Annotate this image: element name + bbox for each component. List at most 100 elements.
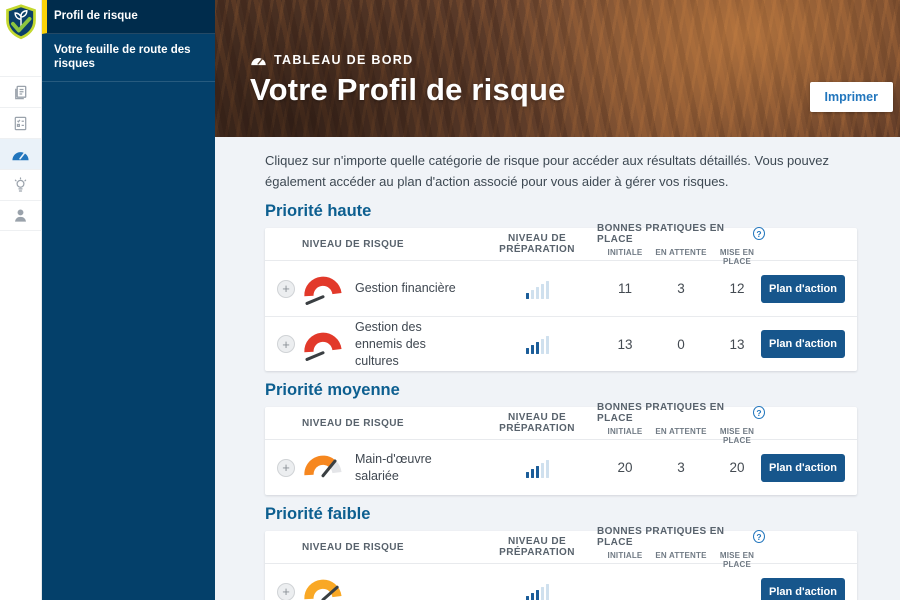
dashboard-gauge-icon [12,151,29,160]
risk-gauge-icon [303,328,355,361]
risk-category-row[interactable]: + Gestion financière 11 3 12 Plan d'acti… [265,261,857,316]
content-area: Cliquez sur n'importe quelle catégorie d… [215,137,900,600]
risk-gauge-icon [303,272,355,306]
practices-subheader: EN ATTENTE [655,426,707,436]
preparation-bars-icon [525,279,549,299]
table-header-row: NIVEAU DE RISQUE NIVEAU DE PRÉPARATION B… [265,526,857,569]
hero-eyebrow-label: TABLEAU DE BORD [274,53,414,67]
mise-en-place-value: 12 [729,281,745,297]
risk-table-card: NIVEAU DE RISQUE NIVEAU DE PRÉPARATION B… [265,402,857,496]
priority-section: Priorité haute NIVEAU DE RISQUE NIVEAU D… [265,202,857,372]
risk-level-header: NIVEAU DE RISQUE [302,238,404,250]
practices-subheaders: INITIALE EN ATTENTE MISE EN PLACE [597,248,765,266]
sections-container: Priorité haute NIVEAU DE RISQUE NIVEAU D… [265,202,857,600]
shield-logo-icon [5,4,36,40]
initiale-value: 20 [617,460,633,476]
question-circle-icon[interactable]: ? [753,406,765,420]
hero-eyebrow: TABLEAU DE BORD [250,53,566,67]
person-icon [15,209,26,222]
rail-items [0,76,41,231]
sidebar-item[interactable]: Votre feuille de route des risques [42,34,215,82]
risk-category-name[interactable]: Gestion financière [355,281,456,296]
rail-item-profile[interactable] [0,200,41,231]
initiale-value: 11 [617,281,632,297]
practices-header-group: BONNES PRATIQUES EN PLACE ? INITIALE EN A… [597,402,765,445]
table-body: + Main-d'œuvre salariée 20 3 20 Plan d'a… [265,440,857,495]
main-area: TABLEAU DE BORD Votre Profil de risque I… [215,0,900,600]
preparation-bars-icon [525,334,549,355]
initiale-value: 13 [617,336,633,352]
preparation-bars-icon [525,458,549,478]
expand-row-button[interactable]: + [277,335,295,354]
practices-subheader: INITIALE [607,426,643,436]
page-title: Votre Profil de risque [250,72,566,107]
gauge-icon [251,57,266,65]
practices-header-group: BONNES PRATIQUES EN PLACE ? INITIALE EN A… [597,526,765,569]
risk-category-row[interactable]: + Gestion des ennemis des cultures 13 0 … [265,316,857,371]
risk-table-card: NIVEAU DE RISQUE NIVEAU DE PRÉPARATION B… [265,223,857,372]
mise-en-place-value: 20 [729,460,745,476]
app-logo [0,0,41,44]
practices-subheader: MISE EN PLACE [719,426,755,445]
lightbulb-icon [14,176,27,192]
documents-icon [15,85,27,99]
practices-subheader: EN ATTENTE [655,550,707,560]
rail-item-documents[interactable] [0,76,41,107]
icon-rail [0,0,42,600]
risk-category-name[interactable]: Gestion des ennemis des cultures [355,319,426,368]
table-header-row: NIVEAU DE RISQUE NIVEAU DE PRÉPARATION B… [265,223,857,266]
practices-header: BONNES PRATIQUES EN PLACE [597,222,725,245]
hero-banner: TABLEAU DE BORD Votre Profil de risque I… [215,0,900,137]
plan-action-button[interactable]: Plan d'action [760,577,845,600]
risk-category-row[interactable]: + Main-d'œuvre salariée 20 3 20 Plan d'a… [265,440,857,495]
risk-category-row[interactable]: + Plan d'action [265,564,857,600]
risk-table-card: NIVEAU DE RISQUE NIVEAU DE PRÉPARATION B… [265,526,857,600]
expand-row-button[interactable]: + [277,458,295,477]
mise-en-place-value: 13 [729,336,745,352]
preparation-level-header: NIVEAU DE PRÉPARATION [499,536,575,559]
risk-gauge-icon [303,575,355,600]
hero-text: TABLEAU DE BORD Votre Profil de risque [250,53,566,108]
practices-header: BONNES PRATIQUES EN PLACE [597,525,725,548]
practices-header-group: BONNES PRATIQUES EN PLACE ? INITIALE EN A… [597,223,765,266]
risk-level-header: NIVEAU DE RISQUE [302,541,404,553]
preparation-level-header: NIVEAU DE PRÉPARATION [499,412,575,435]
table-body: + Gestion financière 11 3 12 Plan d'acti… [265,261,857,371]
preparation-level-header: NIVEAU DE PRÉPARATION [499,233,575,256]
section-title: Priorité moyenne [265,381,400,400]
sidebar-item[interactable]: Profil de risque [42,0,215,34]
plan-action-button[interactable]: Plan d'action [760,274,845,303]
table-body: + Plan d'action [265,564,857,600]
practices-subheader: MISE EN PLACE [719,550,755,569]
practices-subheader: INITIALE [607,550,643,560]
section-title: Priorité faible [265,505,371,524]
expand-row-button[interactable]: + [277,582,295,600]
preparation-bars-icon [525,582,549,600]
risk-level-header: NIVEAU DE RISQUE [302,417,404,429]
section-title: Priorité haute [265,202,372,221]
en-attente-value: 3 [677,281,685,297]
checklist-icon [14,116,27,130]
risk-category-name[interactable]: Main-d'œuvre salariée [355,451,432,483]
practices-subheader: EN ATTENTE [655,247,707,257]
table-header-row: NIVEAU DE RISQUE NIVEAU DE PRÉPARATION B… [265,402,857,445]
question-circle-icon[interactable]: ? [753,530,765,544]
expand-row-button[interactable]: + [277,279,295,298]
rail-item-ideas[interactable] [0,169,41,200]
practices-subheader: INITIALE [607,247,643,257]
rail-item-checklist[interactable] [0,107,41,138]
rail-item-dashboard[interactable] [0,138,41,169]
intro-text: Cliquez sur n'importe quelle catégorie d… [265,153,829,189]
practices-subheaders: INITIALE EN ATTENTE MISE EN PLACE [597,551,765,569]
en-attente-value: 3 [677,460,685,476]
en-attente-value: 0 [677,336,685,352]
priority-section: Priorité moyenne NIVEAU DE RISQUE NIVEAU… [265,381,857,496]
plan-action-button[interactable]: Plan d'action [760,330,845,359]
side-navigation: Profil de risque Votre feuille de route d… [42,0,215,600]
plan-action-button[interactable]: Plan d'action [760,453,845,482]
practices-subheader: MISE EN PLACE [719,247,755,266]
practices-subheaders: INITIALE EN ATTENTE MISE EN PLACE [597,427,765,445]
print-button[interactable]: Imprimer [809,82,893,112]
question-circle-icon[interactable]: ? [753,227,765,241]
